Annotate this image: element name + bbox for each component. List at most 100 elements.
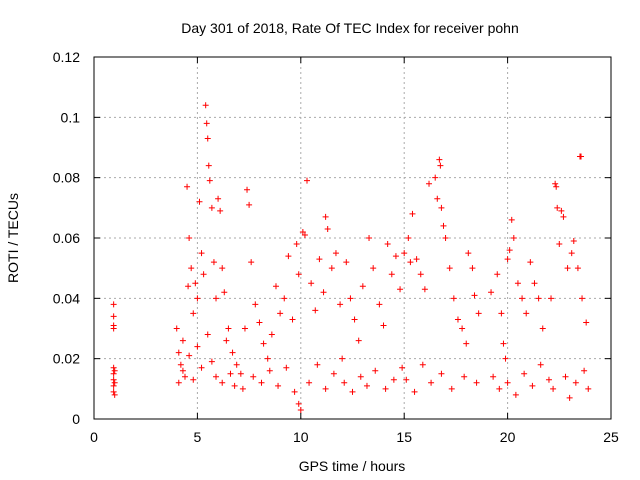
data-point <box>488 289 495 296</box>
data-point <box>181 373 188 380</box>
data-point <box>111 391 118 398</box>
data-point <box>413 256 420 263</box>
data-point <box>419 361 426 368</box>
data-point <box>213 295 220 302</box>
data-point <box>397 286 404 293</box>
data-point <box>514 280 521 287</box>
data-point <box>529 382 536 389</box>
y-tick-label: 0.02 <box>53 351 80 367</box>
data-point <box>213 373 220 380</box>
data-point <box>208 204 215 211</box>
data-point <box>110 388 117 395</box>
data-point <box>339 355 346 362</box>
data-point <box>186 352 193 359</box>
data-point <box>438 204 445 211</box>
x-tick-label: 20 <box>500 429 516 445</box>
y-tick-label: 0.12 <box>53 49 80 65</box>
data-point <box>570 238 577 245</box>
data-point <box>409 210 416 217</box>
data-point <box>357 373 364 380</box>
data-point <box>210 259 217 266</box>
data-point <box>217 207 224 214</box>
data-point <box>473 379 480 386</box>
y-tick-label: 0.04 <box>53 290 80 306</box>
data-point <box>475 310 482 317</box>
data-point <box>454 316 461 323</box>
data-point <box>293 241 300 248</box>
data-point <box>579 295 586 302</box>
data-point <box>459 325 466 332</box>
data-point <box>405 235 412 241</box>
data-point <box>198 364 205 371</box>
data-point <box>196 198 203 205</box>
data-point <box>390 376 397 383</box>
data-point <box>403 376 410 383</box>
data-point <box>186 235 193 241</box>
x-tick-label: 10 <box>293 429 309 445</box>
data-point <box>208 358 215 365</box>
x-tick-label: 0 <box>90 429 98 445</box>
data-point <box>523 310 530 317</box>
data-point <box>463 340 470 347</box>
data-point <box>539 325 546 332</box>
data-point <box>111 379 118 386</box>
data-point <box>200 271 207 278</box>
data-point <box>229 349 236 356</box>
data-point <box>297 406 304 413</box>
data-point <box>175 379 182 386</box>
data-point <box>519 295 526 302</box>
data-point <box>110 325 117 332</box>
data-point <box>275 382 282 389</box>
data-point <box>564 265 571 272</box>
data-point <box>554 204 561 211</box>
data-point <box>285 253 292 260</box>
data-point <box>219 379 226 386</box>
data-point <box>322 385 329 392</box>
data-point <box>434 195 441 202</box>
data-point <box>583 319 590 326</box>
data-point <box>304 177 311 184</box>
data-point <box>411 388 418 395</box>
data-point <box>202 102 209 109</box>
data-point <box>190 310 197 317</box>
data-point <box>194 343 201 350</box>
data-point <box>446 265 453 272</box>
data-point <box>494 271 501 278</box>
data-point <box>330 370 337 377</box>
data-point <box>231 382 238 389</box>
data-point <box>506 247 513 254</box>
data-point <box>498 310 505 317</box>
data-point <box>272 283 279 290</box>
data-point <box>469 265 476 272</box>
data-point <box>192 280 199 287</box>
data-point <box>241 325 248 332</box>
data-point <box>252 301 259 308</box>
data-point <box>585 385 592 392</box>
data-point <box>260 340 267 347</box>
data-point <box>535 295 542 302</box>
data-point <box>512 391 519 398</box>
data-point <box>185 283 192 290</box>
data-point <box>190 376 197 383</box>
y-axis-tick-labels: 0 0.02 0.04 0.06 0.08 0.1 0.12 <box>53 49 80 427</box>
data-point <box>173 325 180 332</box>
axis-ticks <box>93 56 612 420</box>
x-axis-tick-labels: 0 5 10 15 20 25 <box>90 429 619 445</box>
data-point <box>436 156 443 163</box>
data-point <box>496 385 503 392</box>
data-point <box>328 265 335 272</box>
data-point <box>560 213 567 220</box>
data-point <box>206 177 213 184</box>
data-point <box>399 364 406 371</box>
data-point <box>370 265 377 272</box>
data-point <box>376 301 383 308</box>
data-point <box>366 235 373 241</box>
data-points <box>110 102 592 413</box>
data-point <box>562 373 569 380</box>
data-point <box>341 379 348 386</box>
data-point <box>537 361 544 368</box>
data-point <box>548 295 555 302</box>
data-point <box>219 265 226 272</box>
data-point <box>308 280 315 287</box>
